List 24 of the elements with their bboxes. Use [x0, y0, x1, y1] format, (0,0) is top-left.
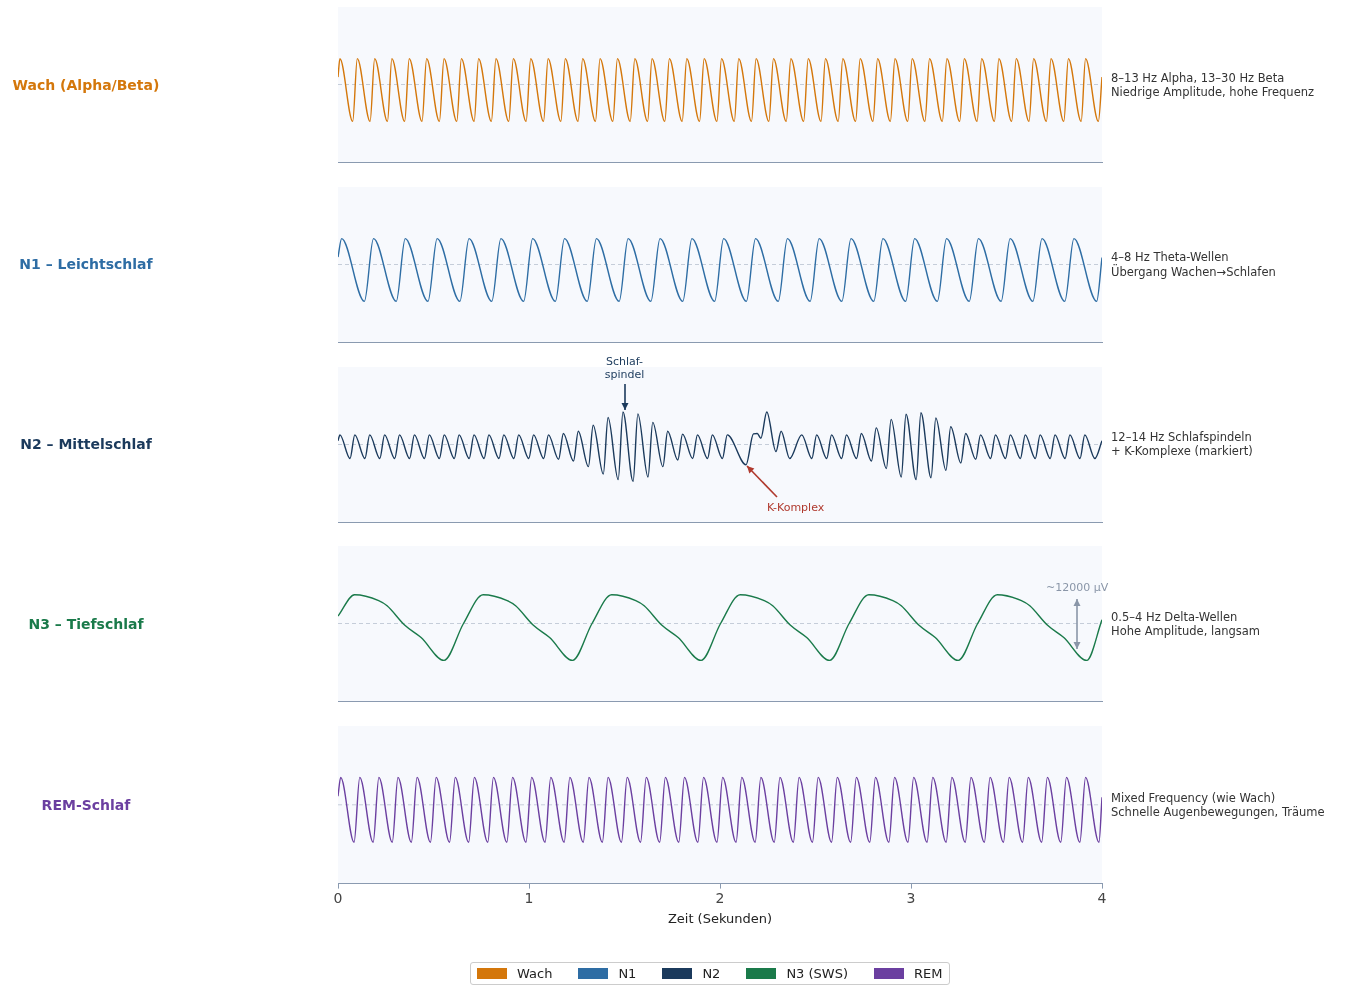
annotation: ~12000 µV	[1046, 580, 1109, 594]
text: 12–14 Hz Schlafspindeln + K-Komplexe (markiert)	[1111, 429, 1253, 459]
y-axis-title: N3 – Tiefschlaf	[27, 615, 145, 632]
x-tick-label: 3	[906, 889, 916, 906]
text: 0.5–4 Hz Delta-Wellen Hohe Amplitude, langsam	[1111, 609, 1261, 639]
annotation: Schlaf- spindel	[604, 355, 645, 382]
legend-label: Wach	[517, 966, 553, 981]
y-axis-title: Wach (Alpha/Beta)	[11, 76, 161, 93]
x-tick-label: 1	[524, 889, 534, 906]
x-tick-label: 0	[333, 889, 343, 906]
x-tick-label: 2	[715, 889, 725, 906]
y-axis-title: N2 – Mittelschlaf	[19, 436, 153, 452]
y-axis-title: REM-Schlaf	[40, 796, 132, 813]
x-tick-label: 4	[1097, 889, 1107, 906]
y-axis-title: N1 – Leichtschlaf	[18, 256, 154, 273]
text: Mixed Frequency (wie Wach) Schnelle Augenbewegungen, Träume	[1111, 790, 1325, 820]
legend-label: N3 (SWS)	[786, 966, 849, 981]
x-axis-title: Zeit (Sekunden)	[667, 910, 773, 926]
legend-label: N1	[618, 966, 637, 981]
legend-label: N2	[702, 966, 721, 981]
legend-label: REM	[914, 966, 943, 981]
text: 4–8 Hz Theta-Wellen Übergang Wachen→Schlafen	[1111, 249, 1276, 279]
text: 8–13 Hz Alpha, 13–30 Hz Beta Niedrige Amplitude, hohe Frequenz	[1111, 70, 1315, 99]
annotation: K-Komplex	[766, 501, 825, 515]
